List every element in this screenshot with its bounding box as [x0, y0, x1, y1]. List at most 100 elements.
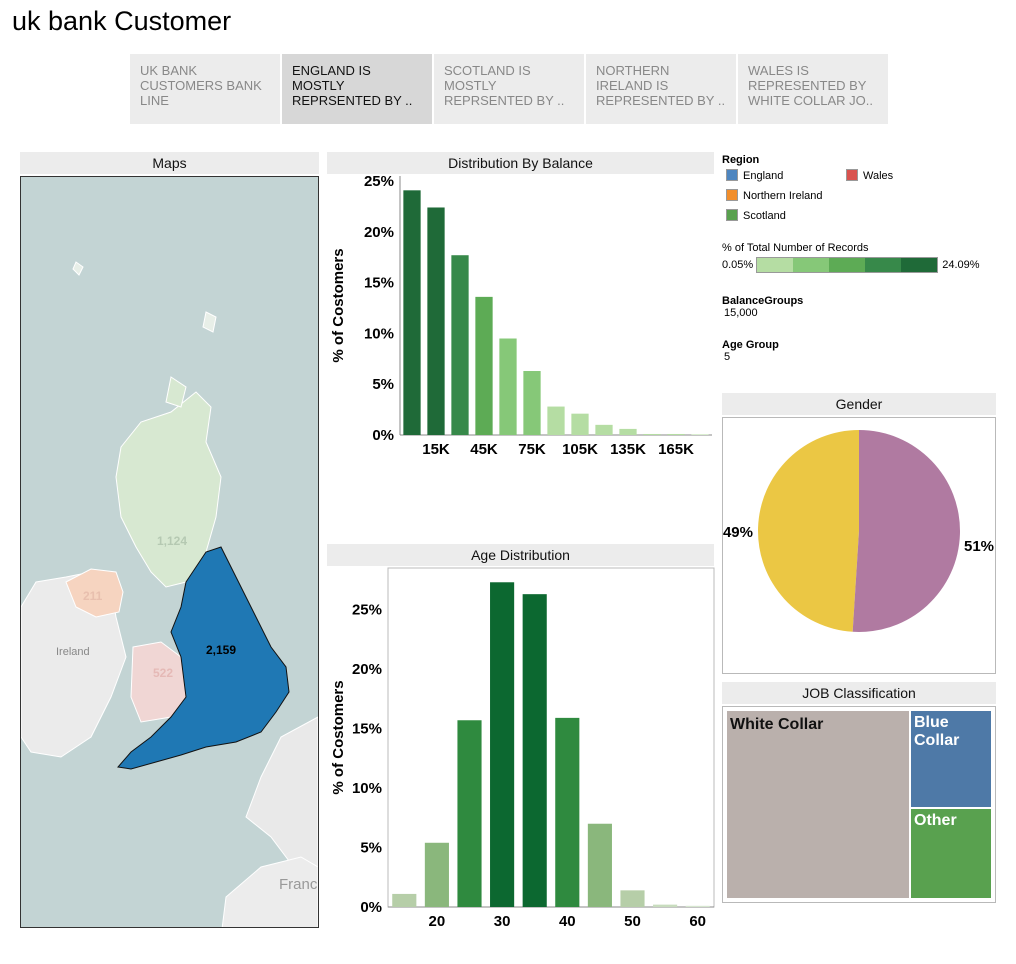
- x-tick-label: 60: [689, 913, 706, 930]
- scotland-island: [165, 376, 187, 408]
- bar[interactable]: [392, 893, 417, 907]
- x-tick-label: 30: [494, 913, 511, 930]
- y-tick-label: 25%: [352, 602, 382, 619]
- region-legend: Region England Wales Northern Ireland Sc…: [722, 154, 942, 229]
- map-panel[interactable]: 1,124 211 2,159 522 Ireland France: [20, 176, 326, 938]
- job-header: JOB Classification: [722, 682, 996, 704]
- bar[interactable]: [653, 904, 678, 907]
- tab-wales[interactable]: WALES IS REPRESENTED BY WHITE COLLAR JO.…: [738, 54, 888, 124]
- age-group-value: 5: [724, 351, 731, 363]
- legend-item-wales[interactable]: Wales: [846, 169, 893, 182]
- scotland-count: 1,124: [157, 534, 187, 548]
- x-tick-label: 165K: [658, 441, 694, 458]
- bar[interactable]: [571, 413, 589, 435]
- england-swatch: [726, 169, 738, 181]
- legend-item-northern-ireland[interactable]: Northern Ireland: [726, 189, 823, 202]
- treemap-other[interactable]: Other: [910, 808, 992, 899]
- balance-groups-param[interactable]: BalanceGroups 15,000: [722, 295, 803, 319]
- records-legend: % of Total Number of Records 0.05% 24.09…: [722, 242, 980, 273]
- pie-slice[interactable]: [757, 430, 859, 632]
- records-color-ramp: [756, 257, 939, 273]
- region-legend-title: Region: [722, 154, 760, 166]
- other-label: Other: [914, 812, 957, 829]
- records-max: 24.09%: [942, 259, 980, 271]
- y-axis-title: % of Costomers: [330, 680, 347, 794]
- map-header: Maps: [20, 152, 319, 174]
- x-tick-label: 75K: [518, 441, 546, 458]
- northern-ireland-region[interactable]: [65, 568, 124, 618]
- y-tick-label: 10%: [364, 325, 394, 342]
- x-tick-label: 45K: [470, 441, 498, 458]
- scotland-region[interactable]: [115, 391, 222, 588]
- bar[interactable]: [619, 428, 637, 435]
- white-collar-label: White Collar: [730, 716, 824, 733]
- bar[interactable]: [691, 434, 709, 435]
- bar[interactable]: [424, 842, 449, 907]
- bar[interactable]: [685, 905, 710, 907]
- legend-item-scotland[interactable]: Scotland: [726, 209, 786, 222]
- france-label: France: [279, 876, 318, 893]
- records-min: 0.05%: [722, 259, 754, 271]
- bar[interactable]: [451, 255, 469, 435]
- bar[interactable]: [667, 433, 685, 435]
- england-region[interactable]: [117, 546, 290, 770]
- balance-groups-title: BalanceGroups: [722, 295, 804, 307]
- y-tick-label: 15%: [352, 721, 382, 738]
- treemap-white-collar[interactable]: White Collar: [726, 710, 910, 899]
- tab-northern-ireland[interactable]: NORTHERN IRELAND IS REPRESENTED BY ..: [586, 54, 736, 124]
- bar[interactable]: [595, 424, 613, 435]
- bar[interactable]: [522, 594, 547, 907]
- bar[interactable]: [490, 582, 515, 907]
- bar[interactable]: [555, 717, 580, 907]
- y-tick-label: 5%: [372, 376, 394, 393]
- ramp-step-2: [793, 258, 830, 272]
- bar[interactable]: [457, 720, 482, 907]
- x-tick-label: 40: [559, 913, 576, 930]
- pie-label: 49%: [723, 524, 753, 541]
- ireland-label: Ireland: [56, 646, 90, 658]
- bar[interactable]: [475, 296, 493, 435]
- age-chart-header: Age Distribution: [327, 544, 714, 566]
- story-tabs: UK BANK CUSTOMERS BANK LINE ENGLAND IS M…: [130, 54, 890, 124]
- wales-swatch: [846, 169, 858, 181]
- scotland-swatch: [726, 209, 738, 221]
- y-tick-label: 25%: [364, 174, 394, 190]
- y-tick-label: 5%: [360, 840, 382, 857]
- y-tick-label: 0%: [360, 899, 382, 916]
- y-tick-label: 10%: [352, 780, 382, 797]
- bar[interactable]: [643, 433, 661, 435]
- bar[interactable]: [587, 823, 612, 907]
- age-group-param[interactable]: Age Group 5: [722, 339, 779, 363]
- bar[interactable]: [403, 190, 421, 435]
- northern-ireland-count: 211: [83, 589, 103, 603]
- bar[interactable]: [427, 207, 445, 435]
- map-svg[interactable]: 1,124 211 2,159 522 Ireland France: [20, 177, 326, 938]
- x-tick-label: 135K: [610, 441, 646, 458]
- shetland: [202, 311, 217, 333]
- balance-chart: 0% 5% 10% 15% 20% 25% % of Costomers 15K 45K 75K 1…: [330, 174, 712, 458]
- ireland-land: [20, 571, 127, 758]
- age-chart: 0% 5% 10% 15% 20% 25% % of Costomers 20 30 40 50 60: [330, 567, 715, 930]
- ramp-step-1: [757, 258, 794, 272]
- northern-ireland-swatch: [726, 189, 738, 201]
- bar[interactable]: [499, 338, 517, 435]
- bar[interactable]: [523, 371, 541, 435]
- balance-chart-header: Distribution By Balance: [327, 152, 714, 174]
- pie-label: 51%: [964, 538, 994, 555]
- tab-uk-bank-customers[interactable]: UK BANK CUSTOMERS BANK LINE: [130, 54, 280, 124]
- x-tick-label: 50: [624, 913, 641, 930]
- y-tick-label: 20%: [352, 661, 382, 678]
- x-tick-label: 15K: [422, 441, 450, 458]
- bar[interactable]: [620, 890, 645, 907]
- pie-slice[interactable]: [852, 430, 960, 632]
- ramp-step-5: [901, 258, 938, 272]
- blue-collar-label: Blue Collar: [914, 714, 960, 749]
- bar[interactable]: [547, 406, 565, 435]
- tab-england[interactable]: ENGLAND IS MOSTLY REPRSENTED BY ..: [282, 54, 432, 124]
- treemap-blue-collar[interactable]: Blue Collar: [910, 710, 992, 808]
- y-tick-label: 0%: [372, 427, 394, 444]
- legend-item-england[interactable]: England: [726, 169, 783, 182]
- tab-scotland[interactable]: SCOTLAND IS MOSTLY REPRSENTED BY ..: [434, 54, 584, 124]
- gender-pie: 49% 51%: [723, 430, 994, 632]
- balance-groups-value: 15,000: [724, 307, 758, 319]
